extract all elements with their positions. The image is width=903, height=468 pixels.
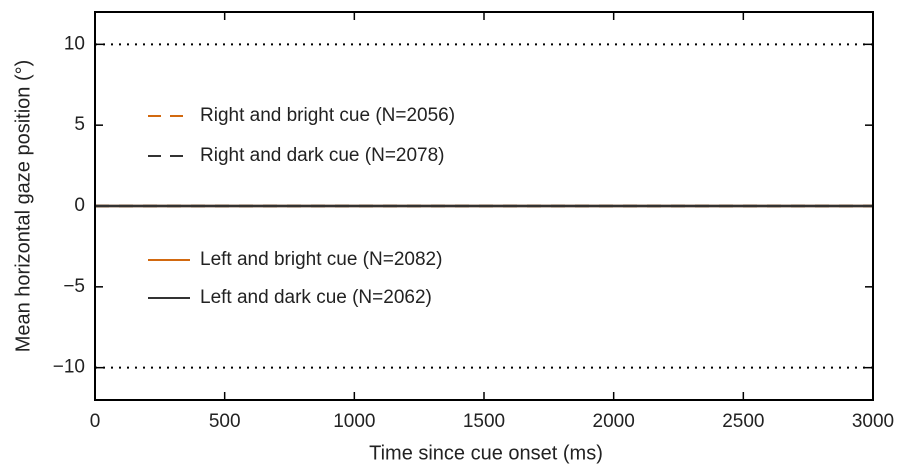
- x-tick-label: 1000: [333, 411, 375, 432]
- y-tick-label: 0: [74, 195, 85, 216]
- x-tick-label: 2500: [722, 411, 764, 432]
- x-tick-label: 500: [209, 411, 241, 432]
- y-tick-label: −10: [53, 357, 85, 378]
- x-tick-label: 2000: [593, 411, 635, 432]
- plot-frame: [94, 11, 874, 401]
- x-axis-label: Time since cue onset (ms): [369, 442, 603, 464]
- y-tick-label: 10: [64, 33, 85, 54]
- x-tick-label: 0: [90, 411, 101, 432]
- y-tick-label: 5: [74, 114, 85, 135]
- legend-label: Right and bright cue (N=2056): [200, 105, 455, 126]
- legend-label: Left and dark cue (N=2062): [200, 287, 432, 308]
- legend-label: Right and dark cue (N=2078): [200, 145, 445, 166]
- y-axis-label: Mean horizontal gaze position (°): [12, 60, 34, 353]
- x-tick-label: 3000: [852, 411, 894, 432]
- legend-label: Left and bright cue (N=2082): [200, 249, 442, 270]
- y-tick-label: −5: [63, 276, 85, 297]
- x-tick-label: 1500: [463, 411, 505, 432]
